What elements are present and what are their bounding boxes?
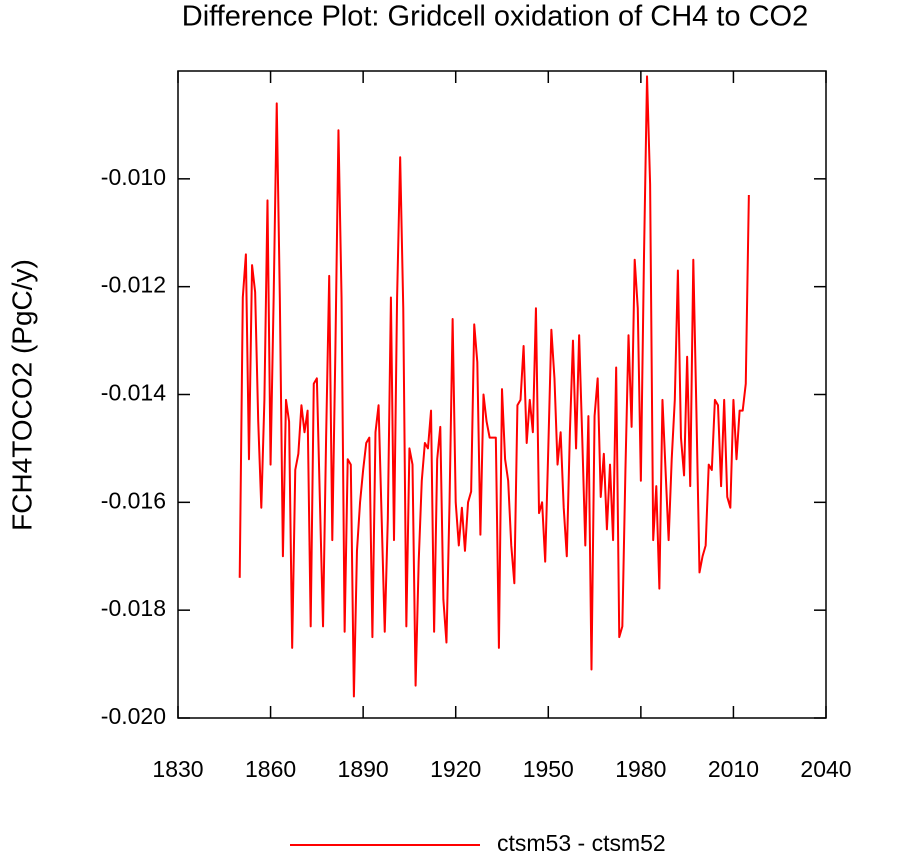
y-tick-label: -0.014 [101, 380, 166, 406]
y-tick-label: -0.018 [101, 595, 166, 621]
x-tick-label: 1920 [430, 756, 481, 782]
y-tick-label: -0.020 [101, 703, 166, 729]
x-tick-label: 2040 [800, 756, 851, 782]
x-tick-label: 1980 [615, 756, 666, 782]
y-tick-label: -0.016 [101, 487, 166, 513]
x-tick-label: 2010 [708, 756, 759, 782]
x-tick-label: 1830 [152, 756, 203, 782]
x-tick-label: 1890 [338, 756, 389, 782]
y-tick-label: -0.012 [101, 272, 166, 298]
x-tick-label: 1860 [245, 756, 296, 782]
data-line [238, 75, 750, 698]
legend-label: ctsm53 - ctsm52 [497, 830, 666, 856]
chart-title: Difference Plot: Gridcell oxidation of C… [182, 1, 808, 33]
x-tick-label: 1950 [523, 756, 574, 782]
y-tick-label: -0.010 [101, 164, 166, 190]
y-axis-label: FCH4TOCO2 (PgC/y) [6, 259, 37, 531]
